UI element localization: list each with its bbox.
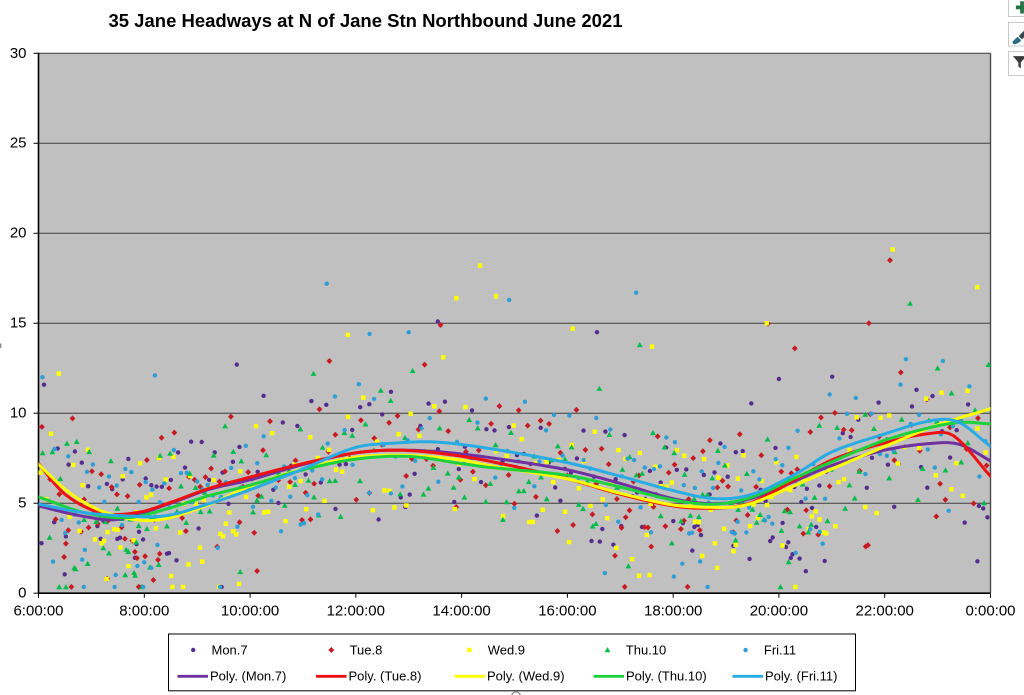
svg-text:Poly. (Mon.7): Poly. (Mon.7) [210, 669, 286, 684]
svg-text:Tue.8: Tue.8 [350, 642, 383, 657]
svg-text:35 Jane Headways at N of Jane: 35 Jane Headways at N of Jane Stn Northb… [108, 10, 622, 31]
svg-text:18:00:00: 18:00:00 [644, 603, 702, 620]
svg-text:Thu.10: Thu.10 [626, 642, 666, 657]
svg-text:25: 25 [10, 135, 27, 152]
svg-text:Fri.11: Fri.11 [764, 642, 796, 657]
svg-text:20:00:00: 20:00:00 [750, 603, 808, 620]
svg-text:5: 5 [18, 495, 26, 512]
svg-text:Poly. (Wed.9): Poly. (Wed.9) [487, 669, 565, 684]
svg-text:Poly. (Tue.8): Poly. (Tue.8) [349, 669, 422, 684]
svg-text:Mon.7: Mon.7 [212, 642, 248, 657]
svg-text:10: 10 [10, 405, 27, 422]
svg-text:Poly. (Thu.10): Poly. (Thu.10) [626, 669, 707, 684]
svg-text:8:00:00: 8:00:00 [119, 603, 169, 620]
svg-text:16:00:00: 16:00:00 [538, 603, 596, 620]
svg-text:12:00:00: 12:00:00 [327, 603, 385, 620]
svg-text:Poly. (Fri.11): Poly. (Fri.11) [765, 669, 837, 684]
svg-text:0:00:00: 0:00:00 [965, 603, 1015, 620]
svg-text:30: 30 [10, 45, 27, 62]
svg-text:20: 20 [10, 225, 27, 242]
svg-text:15: 15 [10, 315, 27, 332]
svg-text:10:00:00: 10:00:00 [221, 603, 279, 620]
svg-text:22:00:00: 22:00:00 [856, 603, 914, 620]
svg-text:Wed.9: Wed.9 [488, 642, 525, 657]
svg-text:6:00:00: 6:00:00 [13, 603, 63, 620]
svg-text:0: 0 [18, 585, 26, 602]
svg-text:14:00:00: 14:00:00 [432, 603, 490, 620]
